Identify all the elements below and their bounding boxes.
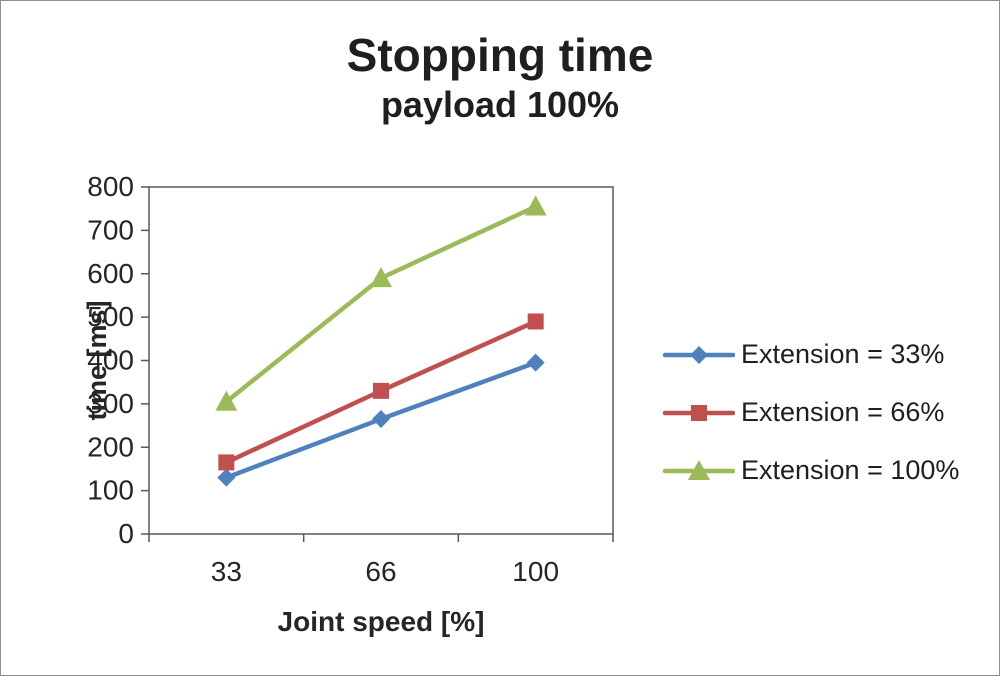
svg-text:100: 100 [87, 475, 134, 506]
svg-text:66: 66 [365, 556, 396, 587]
legend-item: Extension = 66% [663, 397, 959, 428]
legend-swatch-square-icon [663, 404, 735, 421]
chart-subtitle: payload 100% [380, 83, 620, 125]
svg-text:800: 800 [87, 171, 134, 202]
legend-swatch-triangle-icon [663, 459, 735, 480]
svg-text:600: 600 [87, 258, 134, 289]
legend: Extension = 33% Extension = 66% Extensio… [663, 339, 959, 486]
svg-text:300: 300 [87, 388, 134, 419]
legend-item: Extension = 100% [663, 455, 959, 486]
svg-text:100: 100 [512, 556, 559, 587]
svg-text:time [ms]: time [ms] [82, 300, 112, 420]
svg-text:33: 33 [211, 556, 242, 587]
legend-label: Extension = 100% [741, 455, 960, 485]
legend-item: Extension = 33% [663, 339, 959, 370]
svg-text:200: 200 [87, 431, 134, 462]
svg-text:Joint speed [%]: Joint speed [%] [278, 606, 485, 637]
title-block: Stopping time payload 100% [1, 29, 999, 125]
svg-text:500: 500 [87, 301, 134, 332]
svg-text:400: 400 [87, 345, 134, 376]
legend-swatch-diamond-icon [663, 345, 735, 364]
legend-label: Extension = 33% [741, 339, 945, 369]
svg-text:700: 700 [87, 214, 134, 245]
svg-text:0: 0 [118, 518, 134, 549]
chart-title: Stopping time [346, 29, 654, 81]
legend-label: Extension = 66% [741, 397, 945, 427]
